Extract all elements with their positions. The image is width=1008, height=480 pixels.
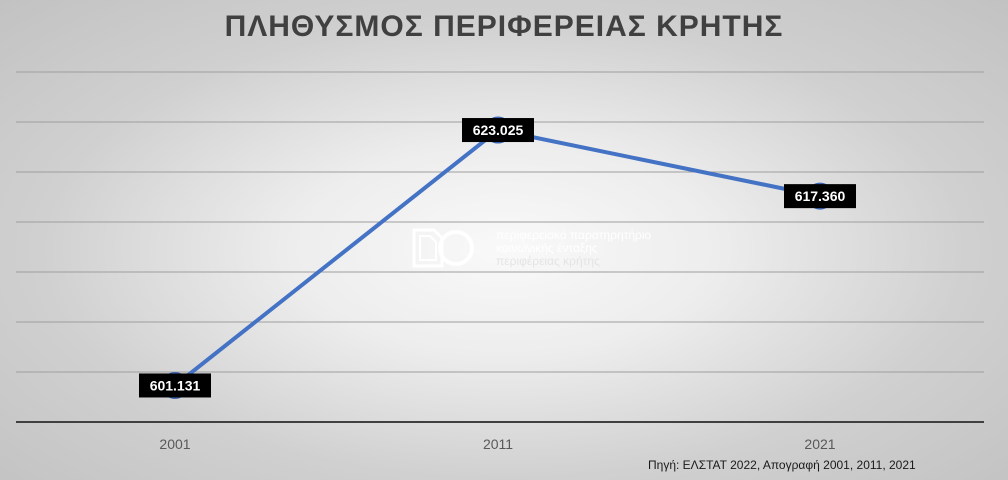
data-label-box — [784, 184, 856, 209]
data-label-box — [462, 118, 534, 143]
data-label-text: 617.360 — [795, 188, 846, 204]
data-label: 623.025 — [462, 118, 534, 143]
watermark-line-3: περιφέρειας κρήτης — [496, 253, 600, 268]
x-tick-label: 2021 — [804, 436, 835, 452]
x-tick-label: 2001 — [159, 436, 190, 452]
x-tick-label: 2011 — [483, 436, 513, 452]
watermark-line-2: κοινωνικής ένταξης — [496, 240, 598, 255]
x-tick-labels: 2001 2011 2021 — [159, 436, 835, 452]
data-markers — [161, 116, 834, 399]
data-label-text: 623.025 — [473, 122, 524, 138]
watermark-text: περιφερειακό παρατηρητήριο κοινωνικής έν… — [496, 227, 652, 268]
series-line — [173, 128, 822, 388]
watermark-line-1: περιφερειακό παρατηρητήριο — [496, 227, 652, 242]
data-labels: 601.131 623.025 617.360 — [139, 118, 856, 398]
data-label: 601.131 — [139, 373, 211, 398]
watermark: περιφερειακό παρατηρητήριο κοινωνικής έν… — [412, 228, 651, 268]
data-label: 617.360 — [784, 184, 856, 209]
data-label-text: 601.131 — [150, 377, 201, 393]
source-note: Πηγή: ΕΛΣΤΑΤ 2022, Απογραφή 2001, 2011, … — [648, 458, 916, 472]
observatory-logo-icon — [412, 228, 474, 268]
data-label-box — [139, 373, 211, 398]
chart-title: ΠΛΗΘΥΣΜΟΣ ΠΕΡΙΦΕΡΕΙΑΣ ΚΡΗΤΗΣ — [224, 10, 784, 43]
